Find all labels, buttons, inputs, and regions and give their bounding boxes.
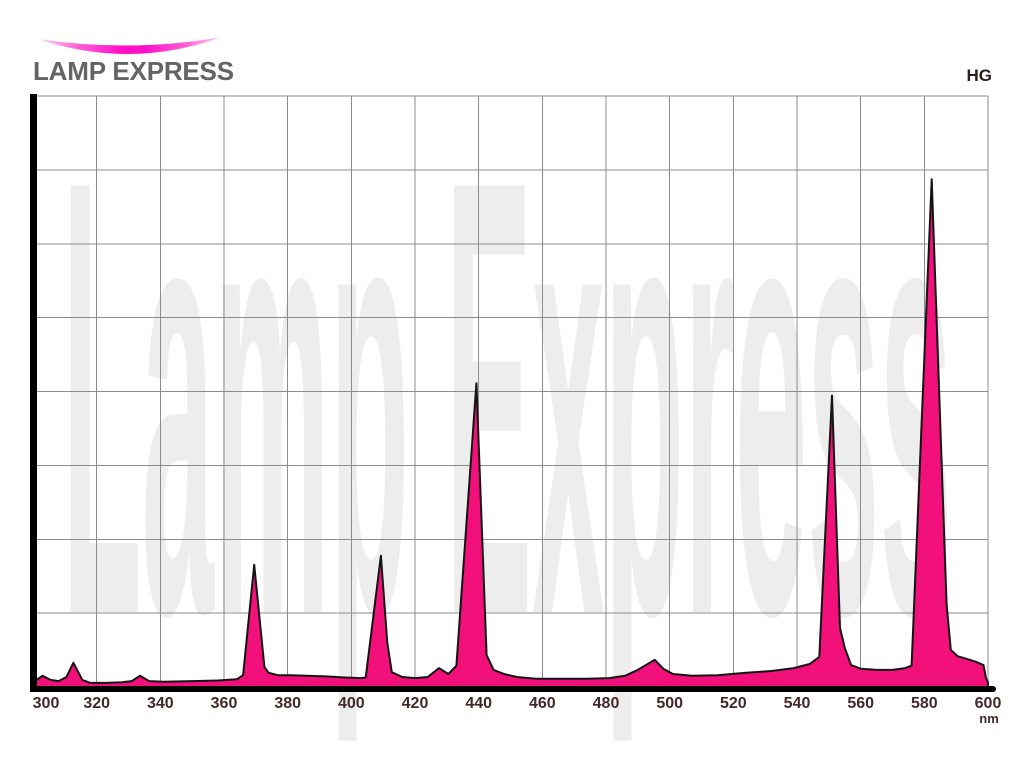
x-tick-label: 300 [33, 695, 60, 712]
x-tick-label: 360 [211, 695, 238, 712]
x-tick-label: 500 [656, 695, 683, 712]
chart-corner-label: HG [966, 66, 993, 85]
watermark-text: Lamp Express [62, 52, 952, 748]
x-tick-label: 520 [720, 695, 747, 712]
x-tick-label: 480 [593, 695, 620, 712]
x-tick-label: 440 [465, 695, 492, 712]
x-tick-label: 340 [147, 695, 174, 712]
x-tick-label: 420 [402, 695, 429, 712]
x-axis-line [30, 686, 996, 692]
x-tick-label: 560 [847, 695, 874, 712]
x-tick-label: 600 [975, 695, 1002, 712]
x-axis-tick-labels: 300 320 340 360 380 400 420 440 460 480 500 520 540 5… [33, 695, 1002, 712]
x-tick-label: 460 [529, 695, 556, 712]
x-tick-label: 580 [911, 695, 938, 712]
swoosh-shape [38, 37, 222, 55]
x-tick-label: 320 [83, 695, 110, 712]
logo-swoosh-icon [38, 37, 222, 55]
y-axis-line [30, 94, 37, 692]
grid [32, 95, 989, 688]
brand-title: LAMP EXPRESS [33, 56, 234, 86]
x-tick-label: 400 [338, 695, 365, 712]
spectrum-area [32, 178, 989, 688]
x-axis-unit-label: nm [979, 711, 999, 726]
x-tick-label: 380 [274, 695, 301, 712]
x-tick-label: 540 [784, 695, 811, 712]
